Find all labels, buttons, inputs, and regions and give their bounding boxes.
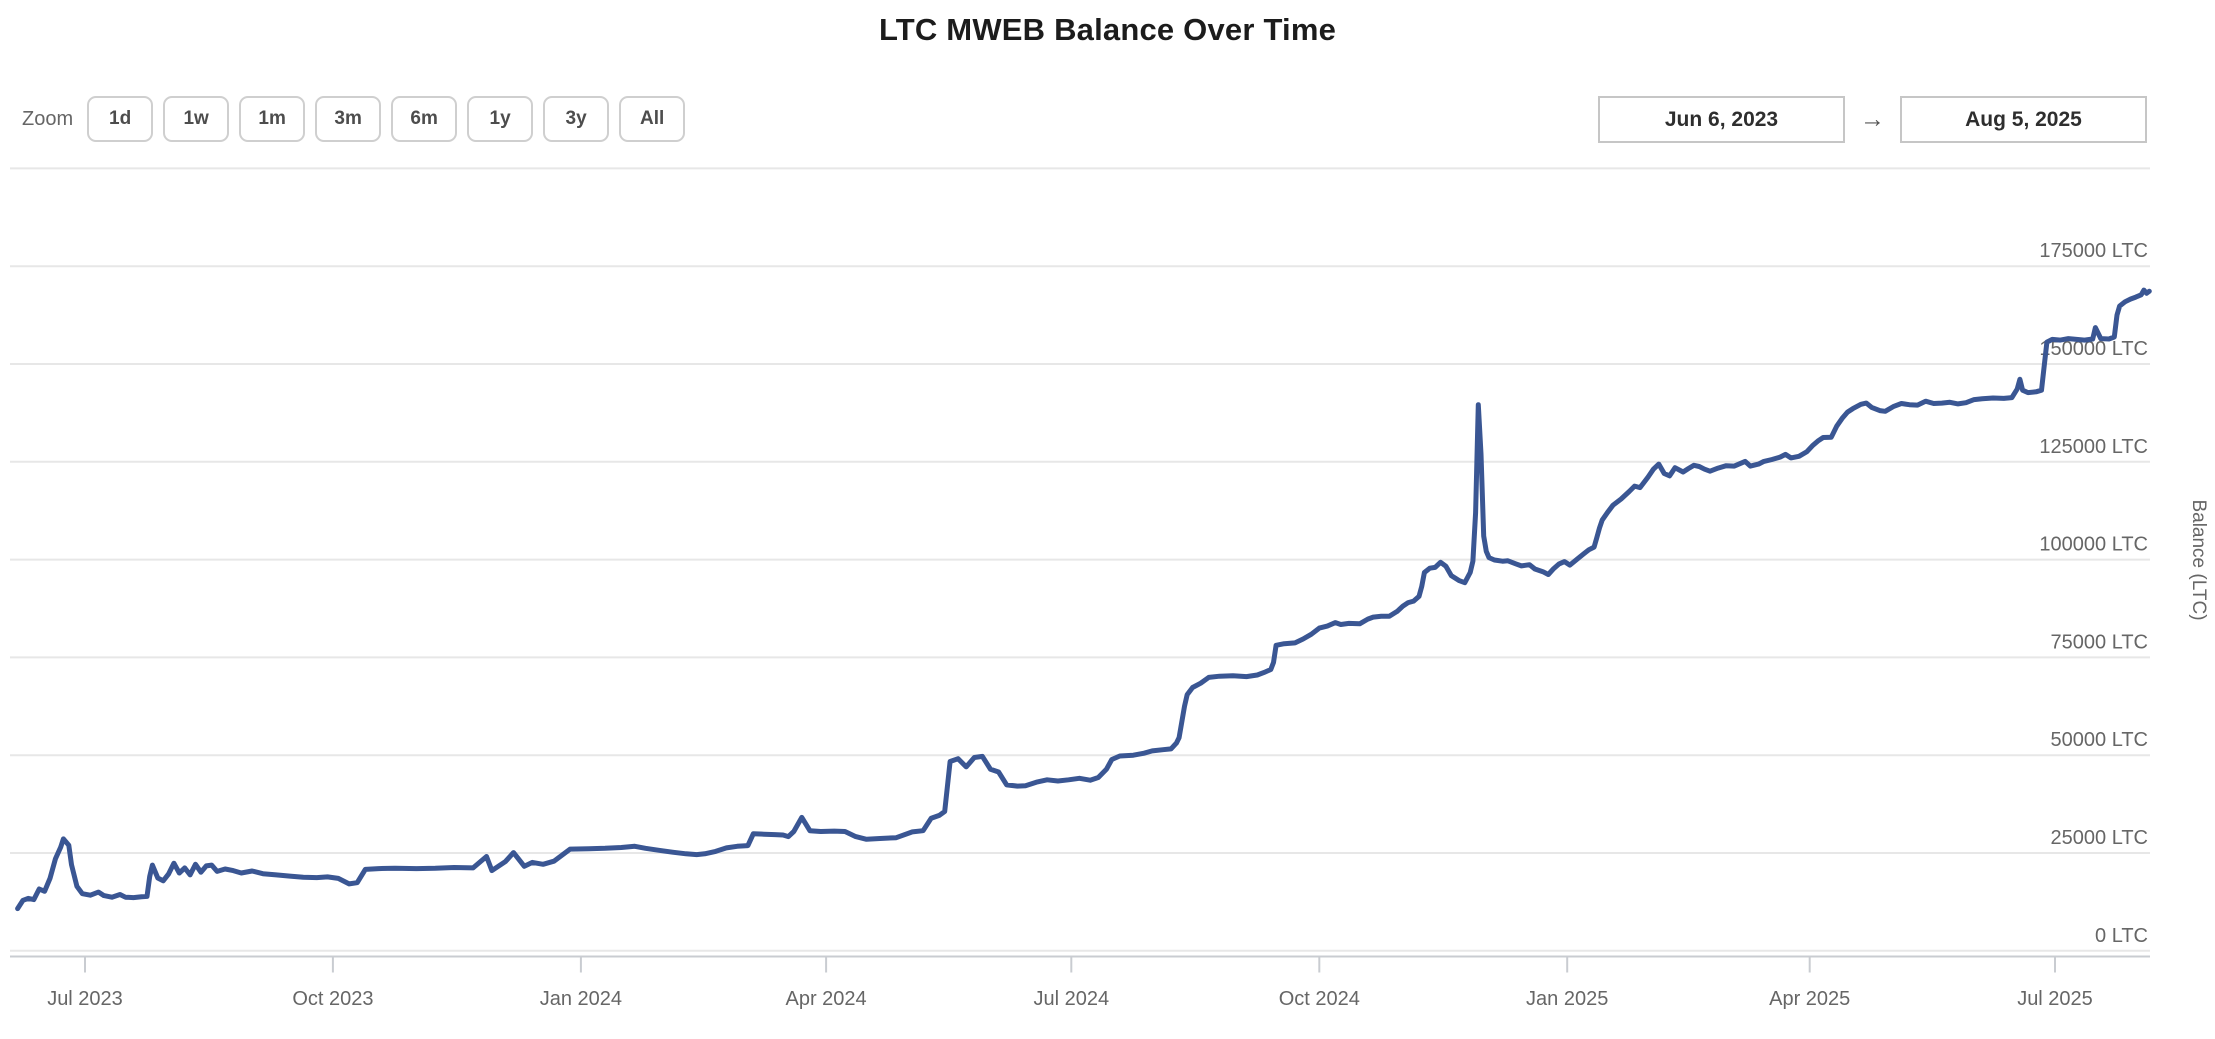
balance-series-line[interactable]	[15, 287, 2152, 912]
x-axis-label: Jul 2024	[1033, 988, 1109, 1010]
date-range-group: Jun 6, 2023 → Aug 5, 2025	[1598, 96, 2147, 143]
x-axis-label: Apr 2025	[1769, 988, 1850, 1010]
zoom-button-group: Zoom 1d 1w 1m 3m 6m 1y 3y All	[22, 96, 686, 142]
x-axis-label: Jul 2023	[47, 988, 123, 1010]
zoom-button-all[interactable]: All	[619, 96, 686, 142]
zoom-button-3m[interactable]: 3m	[315, 96, 382, 142]
y-axis-label: 175000 LTC	[2039, 240, 2148, 262]
zoom-button-1y[interactable]: 1y	[467, 96, 534, 142]
x-axis-label: Jan 2025	[1526, 988, 1608, 1010]
x-axis-label: Jul 2025	[2017, 988, 2093, 1010]
y-axis-label: 125000 LTC	[2039, 436, 2148, 458]
zoom-label: Zoom	[22, 107, 74, 130]
range-from-input[interactable]: Jun 6, 2023	[1598, 96, 1845, 143]
zoom-button-1d[interactable]: 1d	[87, 96, 154, 142]
range-to-input[interactable]: Aug 5, 2025	[1900, 96, 2147, 143]
y-axis-label: 50000 LTC	[2051, 729, 2148, 751]
y-axis-label: 100000 LTC	[2039, 534, 2148, 556]
y-axis-label: 0 LTC	[2095, 925, 2148, 947]
x-axis-label: Apr 2024	[786, 988, 867, 1010]
range-arrow-icon: →	[1860, 105, 1885, 133]
x-axis-label: Oct 2024	[1279, 988, 1360, 1010]
zoom-button-6m[interactable]: 6m	[391, 96, 458, 142]
range-selector-row: Zoom 1d 1w 1m 3m 6m 1y 3y All Jun 6, 2023 → Aug…	[0, 96, 2215, 146]
zoom-button-3y[interactable]: 3y	[543, 96, 610, 142]
y-axis-label: 25000 LTC	[2051, 827, 2148, 849]
chart-title: LTC MWEB Balance Over Time	[878, 12, 1337, 47]
zoom-button-1w[interactable]: 1w	[163, 96, 230, 142]
y-axis-title: Balance (LTC)	[2188, 499, 2209, 620]
x-axis-label: Jan 2024	[540, 988, 622, 1010]
y-axis-label: 150000 LTC	[2039, 338, 2148, 360]
y-axis-label: 75000 LTC	[2051, 631, 2148, 653]
x-axis-label: Oct 2023	[292, 988, 373, 1010]
zoom-button-1m[interactable]: 1m	[239, 96, 306, 142]
